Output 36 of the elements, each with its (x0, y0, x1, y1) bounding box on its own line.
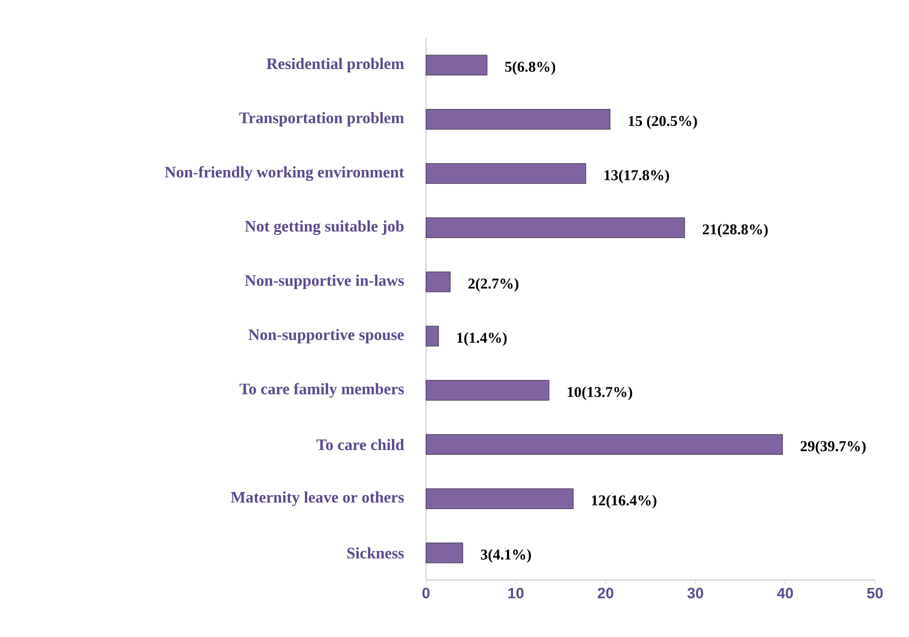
bar (426, 380, 550, 401)
bar (426, 54, 488, 76)
y-tick-label: Transportation problem (239, 112, 404, 127)
x-tick-label: 50 (867, 588, 883, 598)
x-tick-label: 0 (422, 588, 430, 598)
data-label: 2(2.7%) (468, 278, 518, 292)
y-tick-label: Not getting suitable job (244, 220, 404, 236)
y-tick-label: Non-supportive in-laws (244, 274, 404, 290)
y-tick-label: Non-supportive spouse (248, 328, 404, 344)
y-tick-label: Maternity leave or others (230, 491, 404, 506)
bar (426, 217, 685, 238)
bar (426, 488, 574, 509)
data-label: 5(6.8%) (505, 61, 556, 75)
data-label: 3(4.1%) (480, 549, 531, 563)
y-tick-label: To care child (316, 438, 404, 450)
y-tick-label: Sickness (347, 547, 404, 559)
x-tick-label: 40 (777, 588, 793, 598)
bar (426, 542, 464, 564)
bar (426, 272, 450, 292)
data-label: 15 (20.5%) (628, 116, 697, 130)
data-label: 13(17.8%) (604, 170, 669, 184)
x-tick-label: 20 (598, 588, 614, 598)
bar (426, 109, 610, 130)
y-tick-label: To care family members (240, 382, 404, 398)
bar (426, 163, 586, 184)
y-tick-label: Non-friendly working environment (164, 166, 404, 181)
data-label: 29(39.7%) (800, 440, 866, 454)
x-tick-label: 30 (687, 588, 704, 598)
y-tick-label: Residential problem (266, 58, 404, 72)
x-tick-label: 10 (508, 588, 524, 598)
bar (426, 326, 439, 346)
data-label: 12(16.4%) (592, 494, 656, 508)
data-label: 21(28.8%) (702, 224, 768, 238)
data-label: 1(1.4%) (457, 332, 507, 346)
bar (426, 434, 783, 455)
data-label: 10(13.7%) (568, 386, 632, 400)
